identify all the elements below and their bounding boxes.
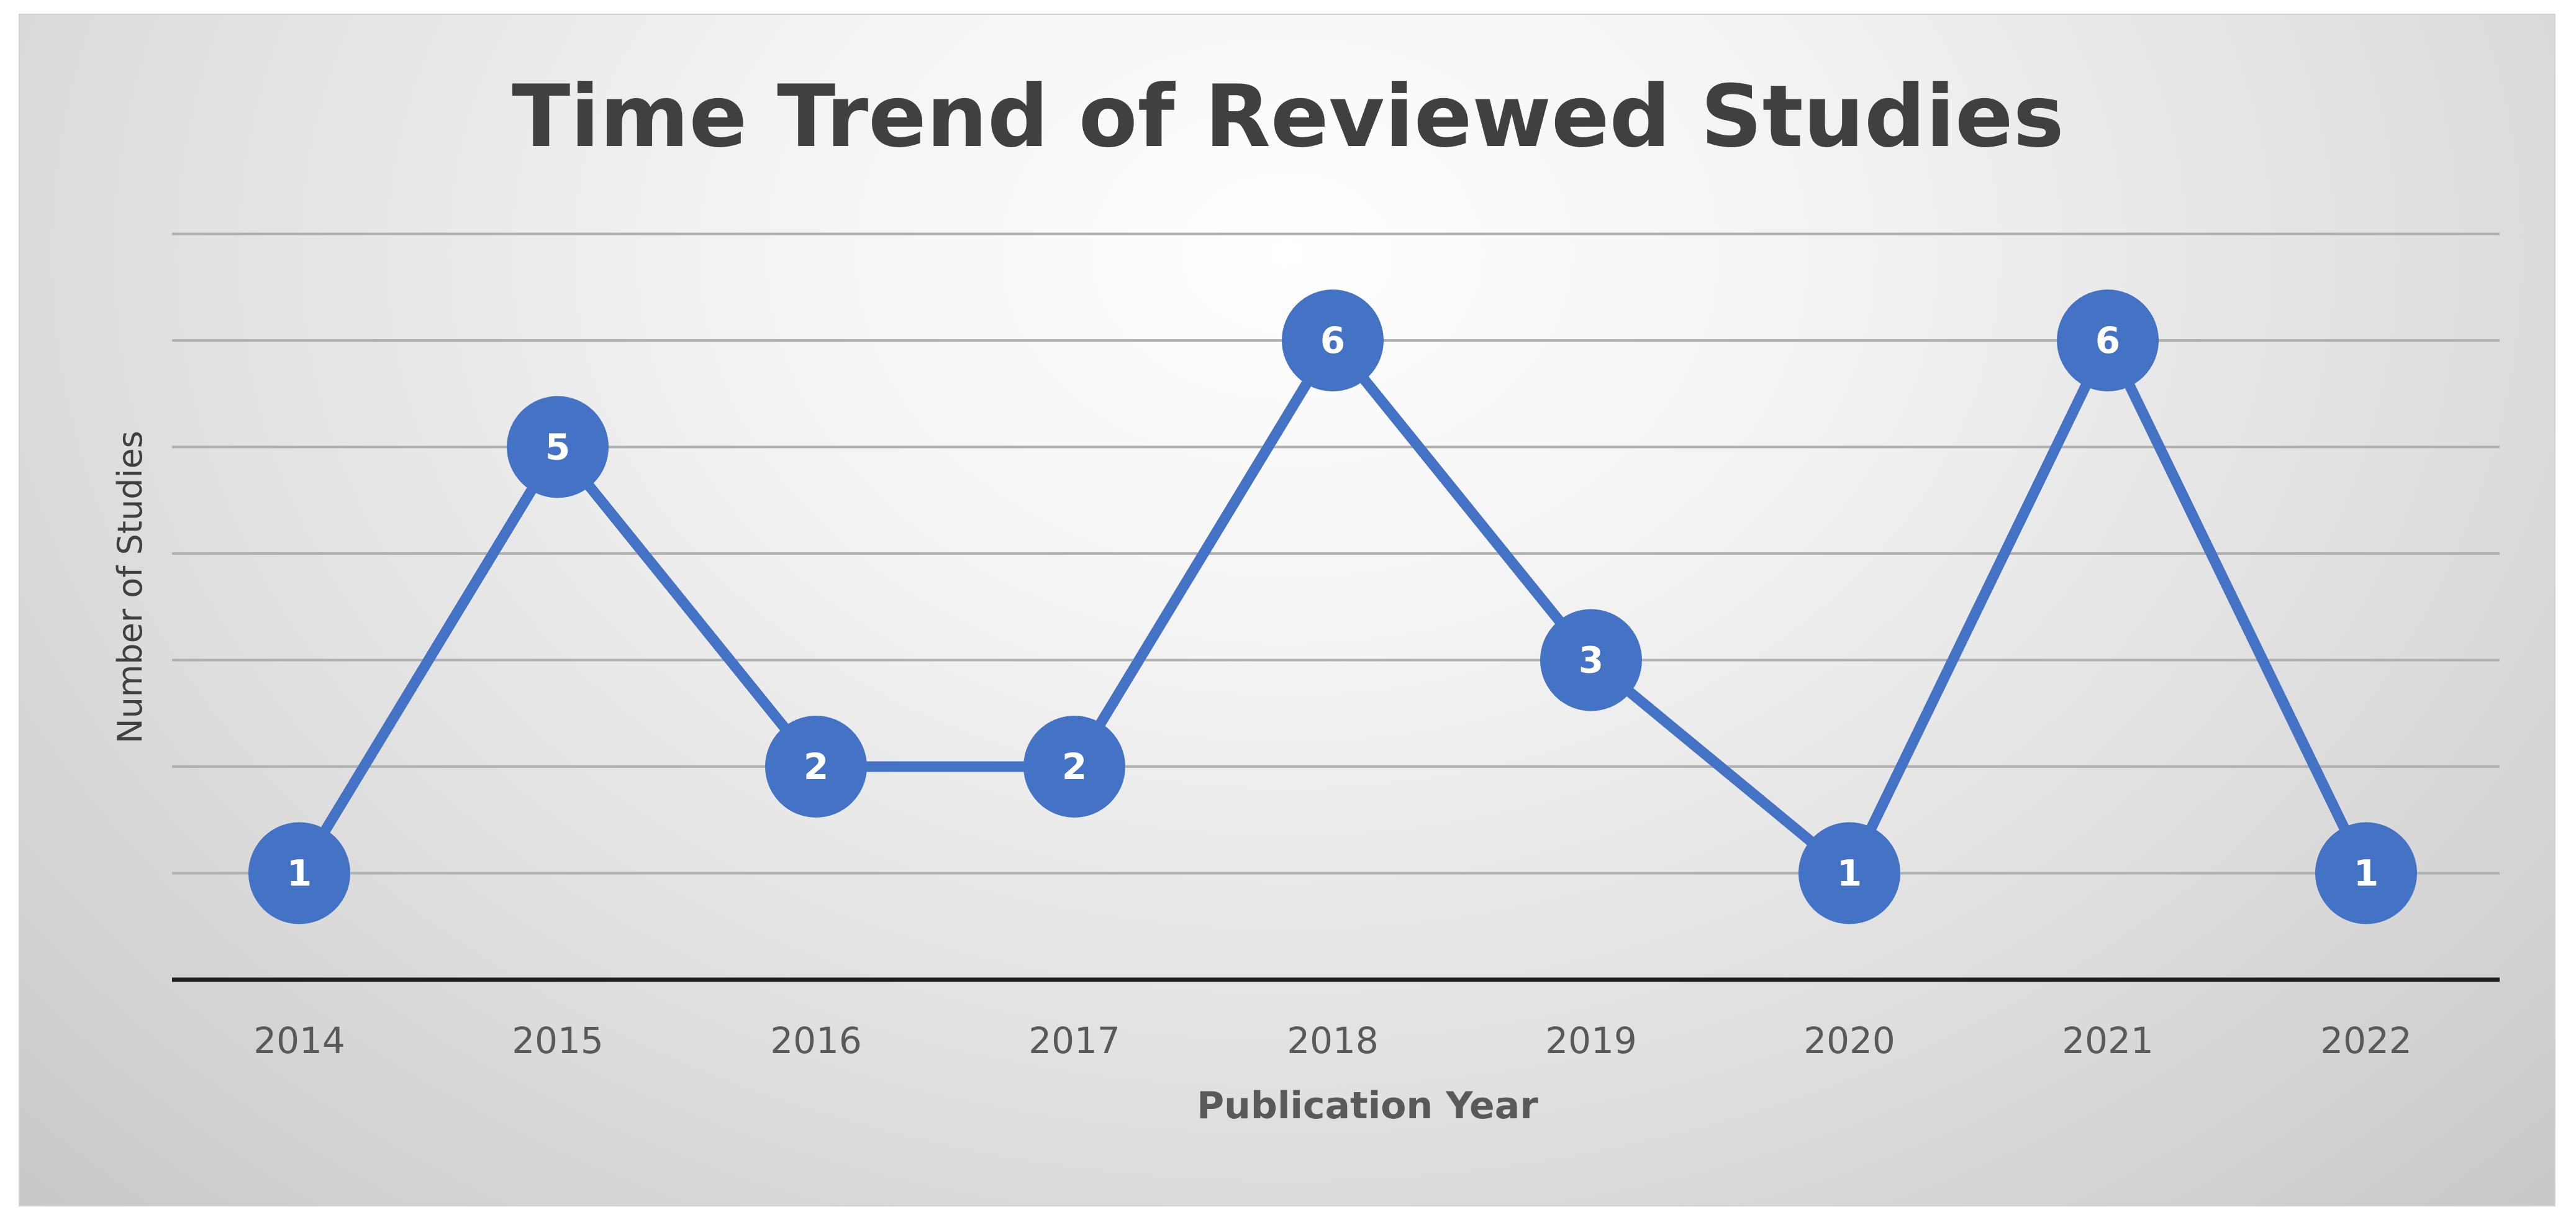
data-point-marker	[1023, 716, 1125, 818]
data-point-marker	[1282, 290, 1384, 391]
data-label: 2	[804, 746, 828, 788]
data-point-marker	[2315, 822, 2417, 924]
data-label: 1	[287, 852, 312, 895]
x-tick-label: 2018	[1287, 1019, 1379, 1062]
data-label: 2	[1062, 746, 1087, 788]
chart-frame	[19, 14, 2556, 1206]
x-tick-label: 2015	[512, 1019, 604, 1062]
x-axis-label: Publication Year	[1197, 1084, 1538, 1128]
data-label: 5	[545, 426, 570, 468]
x-tick-label: 2020	[1803, 1019, 1895, 1062]
data-point-marker	[507, 396, 609, 498]
series-group: 1 5 2 2 6 3 1 6 1	[248, 290, 2417, 924]
data-label: 1	[1837, 852, 1862, 895]
series-line	[294, 335, 2371, 878]
data-point-marker	[2057, 290, 2159, 391]
x-tick-label: 2016	[770, 1019, 862, 1062]
data-point-marker	[1540, 609, 1642, 711]
y-axis-label: Number of Studies	[111, 431, 150, 744]
data-label: 6	[1320, 319, 1345, 362]
chart-title: Time Trend of Reviewed Studies	[512, 66, 2064, 166]
data-label: 3	[1579, 639, 1603, 682]
data-point-marker	[1798, 822, 1900, 924]
data-label: 1	[2354, 852, 2379, 895]
data-label: 6	[2095, 319, 2120, 362]
x-tick-label: 2017	[1028, 1019, 1120, 1062]
x-tick-labels: 2014 2015 2016 2017 2018 2019 2020 2021 2022	[253, 1019, 2412, 1062]
x-tick-label: 2014	[253, 1019, 345, 1062]
data-point-marker	[765, 716, 867, 818]
data-point-marker	[248, 822, 350, 924]
x-tick-label: 2021	[2062, 1019, 2154, 1062]
x-tick-label: 2019	[1545, 1019, 1637, 1062]
x-tick-label: 2022	[2320, 1019, 2412, 1062]
